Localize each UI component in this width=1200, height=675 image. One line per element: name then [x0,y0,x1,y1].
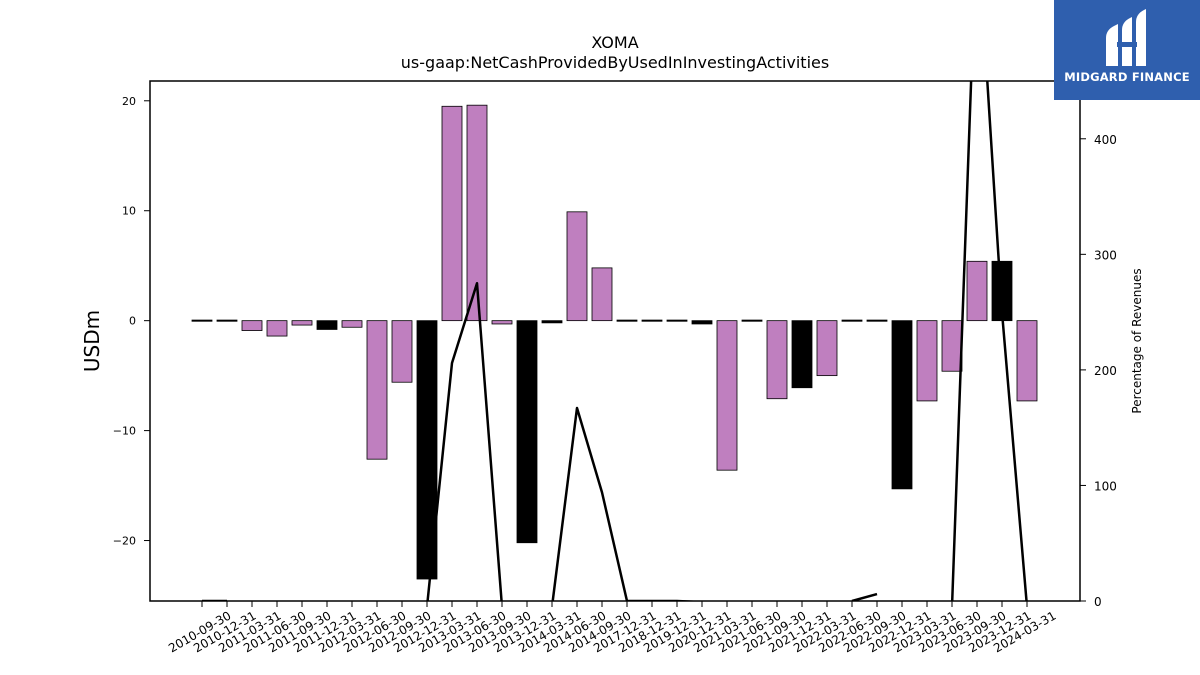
bar-2021-03-31 [716,320,738,471]
bar-2012-09-30 [391,320,413,383]
x-axis: 2010-09-302010-12-312011-03-312011-06-30… [166,601,1059,655]
bar-2010-12-31 [216,319,238,322]
bar-2020-12-31 [691,320,713,325]
bar-2013-03-31 [441,105,463,322]
bar-2013-06-30 [466,104,488,322]
bar-2014-06-30 [566,211,588,322]
bar-2023-06-30 [941,320,963,372]
revenue-pct-line-segment-1 [426,281,503,601]
bar-2011-12-31 [316,320,338,330]
y2-tick-label: 400 [1094,133,1117,147]
bar-2021-09-30 [766,320,788,400]
bar-2023-09-30 [966,260,988,322]
bar-2022-06-30 [841,319,863,322]
y-tick-label: 10 [122,205,136,218]
bar-2014-03-31 [541,320,563,324]
y-axis-right: 0 100 200 300 400 [1080,133,1117,609]
bar-2022-09-30 [866,319,888,322]
y2-tick-label: 0 [1094,595,1102,609]
y-tick-label: 0 [129,315,136,328]
bar-2022-12-31 [891,320,913,490]
y2-axis-label: Percentage of Revenues [1130,268,1144,413]
bar-2021-06-30 [741,319,763,322]
y2-tick-label: 200 [1094,364,1117,378]
bar-2013-12-31 [516,320,538,544]
bar-2013-09-30 [491,320,513,325]
y2-tick-label: 100 [1094,479,1117,493]
midgard-logo-icon [1106,9,1146,66]
bar-2021-12-31 [791,320,813,389]
bar-series [191,104,1038,580]
bar-2017-12-31 [616,319,638,322]
y-axis-left: −20 −10 0 10 20 [113,95,150,548]
bar-2024-03-31 [1016,320,1038,402]
bar-2018-12-31 [641,319,663,322]
bar-2022-03-31 [816,320,838,377]
bar-2023-03-31 [916,320,938,402]
bar-2011-06-30 [266,320,288,337]
bar-2012-12-31 [416,320,438,580]
line-series [202,81,1028,601]
y-tick-label: 20 [122,95,136,108]
y-tick-label: −20 [113,535,136,548]
plot-frame [149,80,1081,602]
revenue-pct-line-segment-4 [851,592,878,601]
revenue-pct-line-segment-2 [551,406,703,601]
y-axis-label: USDm [80,310,104,372]
bar-2014-09-30 [591,267,613,322]
bar-2011-09-30 [291,320,313,326]
revenue-pct-line-segment-5 [950,81,1028,601]
bar-2011-03-31 [241,320,263,331]
midgard-finance-logo: MIDGARD FINANCE [1054,0,1200,100]
y2-tick-label: 300 [1094,248,1117,262]
bar-2019-12-31 [666,319,688,322]
bar-2010-09-30 [191,319,213,322]
chart-subtitle: us-gaap:NetCashProvidedByUsedInInvesting… [401,53,829,72]
chart-title: XOMA [591,33,638,52]
bar-2012-03-31 [341,320,363,328]
bar-2012-06-30 [366,320,388,460]
y-tick-label: −10 [113,425,136,438]
logo-text: MIDGARD FINANCE [1064,70,1190,84]
